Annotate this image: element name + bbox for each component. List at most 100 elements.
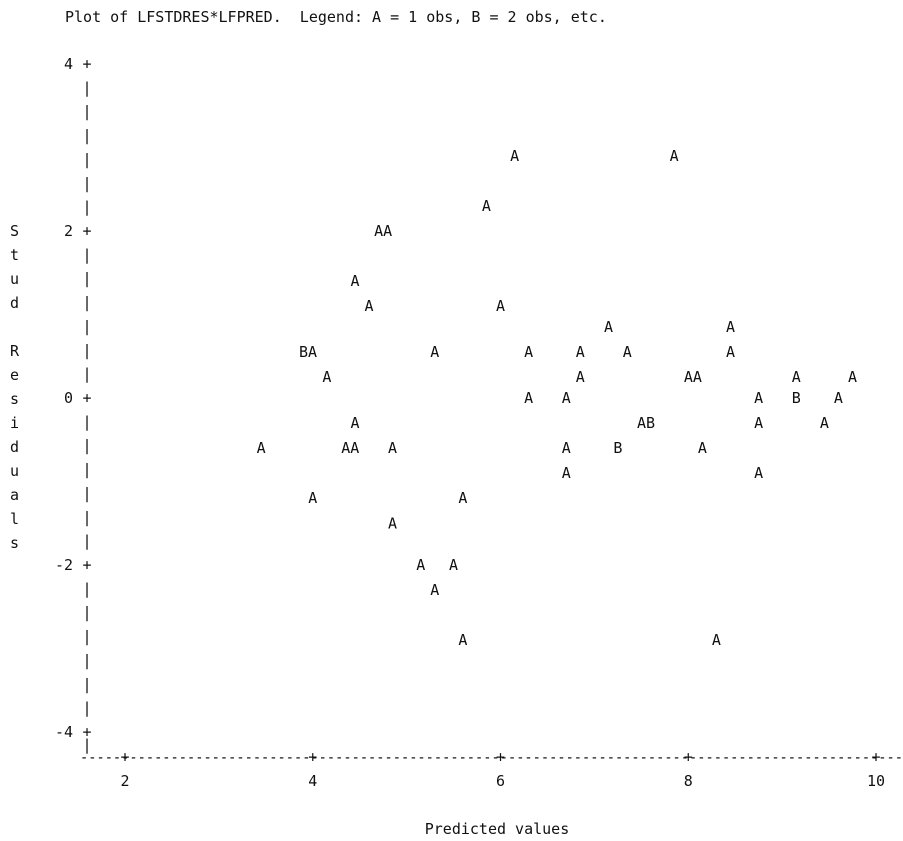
y-label-char: S: [10, 222, 19, 240]
y-label-char: s: [10, 534, 19, 552]
data-point: A: [458, 489, 467, 507]
x-tick-label: 10: [867, 772, 885, 790]
data-point: A: [482, 197, 491, 215]
y-label-char: d: [10, 438, 19, 456]
data-point: A: [308, 489, 317, 507]
y-tick-mark: +: [82, 723, 91, 741]
data-point: A: [430, 581, 439, 599]
y-axis-rail: |: [82, 317, 91, 335]
data-point: B: [613, 439, 622, 457]
x-axis-rule: ----------------------------------------…: [80, 748, 903, 766]
y-tick-label: 2: [64, 222, 73, 240]
data-point: A: [670, 147, 679, 165]
data-point: A: [820, 414, 829, 432]
x-tick-mark: +: [308, 748, 317, 766]
data-point: A: [430, 343, 439, 361]
y-label-char: a: [10, 486, 19, 504]
data-point: AA: [374, 222, 392, 240]
y-tick-mark: +: [82, 389, 91, 407]
data-point: AA: [684, 368, 702, 386]
y-axis-rail: |: [82, 604, 91, 622]
data-point: A: [726, 343, 735, 361]
data-point: A: [604, 318, 613, 336]
data-point: A: [754, 389, 763, 407]
data-point: A: [792, 368, 801, 386]
x-tick-label: 6: [496, 772, 505, 790]
y-axis-rail: |: [82, 294, 91, 312]
data-point: BA: [299, 343, 317, 361]
y-axis-rail: |: [82, 580, 91, 598]
y-axis-rail: |: [82, 484, 91, 502]
y-label-char: i: [10, 414, 19, 432]
x-tick-label: 2: [120, 772, 129, 790]
y-axis-rail: |: [82, 736, 91, 754]
y-axis-rail: |: [82, 79, 91, 97]
data-point: AB: [637, 414, 655, 432]
y-axis-rail: |: [82, 532, 91, 550]
data-point: A: [524, 343, 533, 361]
y-label-char: d: [10, 294, 19, 312]
x-axis: ----------------------------------------…: [80, 748, 903, 790]
y-tick-label: -4: [55, 723, 73, 741]
data-point: A: [562, 389, 571, 407]
y-tick-label: 0: [64, 389, 73, 407]
data-point: B: [792, 389, 801, 407]
data-point: A: [496, 297, 505, 315]
data-point: A: [712, 631, 721, 649]
x-axis-label: Predicted values: [425, 820, 570, 838]
data-point: A: [576, 368, 585, 386]
y-axis-rail: |: [82, 365, 91, 383]
y-axis-rail: |: [82, 198, 91, 216]
y-axis-rail: |: [82, 174, 91, 192]
y-axis-rail: |: [82, 246, 91, 264]
data-point: A: [562, 464, 571, 482]
data-point: A: [257, 439, 266, 457]
y-axis-rail: |: [82, 103, 91, 121]
data-point: A: [848, 368, 857, 386]
y-axis-rail: |: [82, 413, 91, 431]
y-axis-rail: |: [82, 437, 91, 455]
y-label-char: R: [10, 342, 20, 360]
data-point: A: [365, 297, 374, 315]
data-point: A: [449, 556, 458, 574]
y-tick-label: -2: [55, 556, 73, 574]
y-axis-rail: |: [82, 651, 91, 669]
x-tick-label: 4: [308, 772, 317, 790]
y-axis-rail: |: [82, 699, 91, 717]
y-axis-rail: |: [82, 127, 91, 145]
x-tick-label: 8: [684, 772, 693, 790]
y-label-char: e: [10, 366, 19, 384]
chart-title: Plot of LFSTDRES*LFPRED. Legend: A = 1 o…: [65, 8, 607, 26]
y-tick-label: 4: [64, 55, 73, 73]
data-point: A: [754, 414, 763, 432]
data-point: A: [350, 414, 359, 432]
data-point: A: [726, 318, 735, 336]
y-axis-rail: |: [82, 150, 91, 168]
y-axis-rail: |: [82, 341, 91, 359]
data-point: A: [350, 272, 359, 290]
y-tick-mark: +: [82, 222, 91, 240]
data-point: A: [576, 343, 585, 361]
y-label-char: l: [10, 510, 19, 528]
data-point: A: [388, 439, 397, 457]
data-point: A: [754, 464, 763, 482]
data-point: A: [698, 439, 707, 457]
x-tick-mark: +: [496, 748, 505, 766]
y-axis-rail: |: [82, 628, 91, 646]
y-axis-rail: |: [82, 508, 91, 526]
data-point: A: [388, 514, 397, 532]
x-tick-mark: +: [684, 748, 693, 766]
data-point: A: [416, 556, 425, 574]
y-tick-mark: +: [82, 556, 91, 574]
data-point: A: [458, 631, 467, 649]
x-tick-mark: +: [871, 748, 880, 766]
y-axis-rail: |: [82, 461, 91, 479]
x-tick-mark: +: [120, 748, 129, 766]
y-axis-rail: |: [82, 270, 91, 288]
data-point: A: [524, 389, 533, 407]
data-point: A: [510, 147, 519, 165]
data-point: AA: [341, 439, 359, 457]
y-label-char: u: [10, 270, 19, 288]
